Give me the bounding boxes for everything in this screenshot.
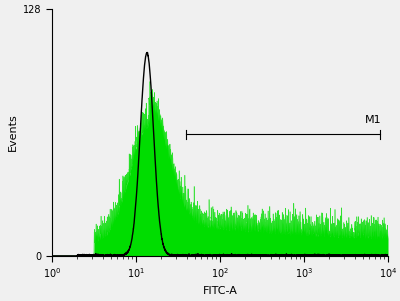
Y-axis label: Events: Events <box>8 113 18 151</box>
Text: M1: M1 <box>365 115 382 125</box>
X-axis label: FITC-A: FITC-A <box>202 286 238 296</box>
